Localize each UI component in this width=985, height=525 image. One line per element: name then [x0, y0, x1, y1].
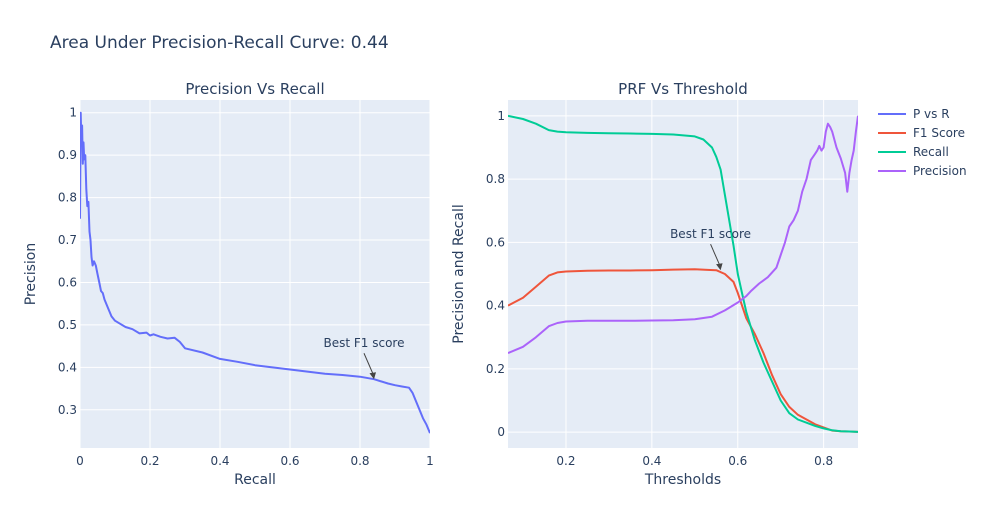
prf-subplot-title: PRF Vs Threshold: [618, 80, 748, 98]
prf-series-precision-line: [508, 115, 858, 355]
prf-plot-area: [508, 100, 858, 448]
prf-series-recall-line: [508, 114, 858, 433]
pr-plot-area: [80, 100, 430, 448]
prf-annotation-arrowhead: [716, 263, 723, 271]
prf-y-tick-label: 0.4: [486, 299, 505, 313]
pr-plot-group: 0 0.2 0.4 0.6 0.8 1 0.3 0.4 0.5 0.6 0.7 0.8 0.9 1 Prec…: [23, 80, 434, 488]
pr-x-tick-label: 1: [426, 454, 434, 468]
legend-label: P vs R: [913, 107, 950, 121]
prf-y-tick-label: 0: [497, 425, 505, 439]
legend-label: F1 Score: [913, 126, 965, 140]
prf-x-tick-label: 0.4: [642, 454, 661, 468]
pr-x-tick-label: 0.2: [140, 454, 159, 468]
legend-item-f1-score[interactable]: F1 Score: [878, 126, 965, 140]
pr-y-tick-label: 0.5: [58, 318, 77, 332]
prf-y-tick-label: 1: [497, 109, 505, 123]
pr-y-axis-title: Precision: [23, 243, 39, 305]
pr-x-axis-title: Recall: [234, 472, 276, 488]
prf-y-axis-title: Precision and Recall: [451, 204, 467, 343]
pr-subplot-title: Precision Vs Recall: [185, 80, 324, 98]
pr-y-tick-label: 0.7: [58, 233, 77, 247]
pr-x-tick-label: 0.8: [350, 454, 369, 468]
pr-annotation-arrow: [363, 353, 375, 377]
pr-y-tick-label: 0.8: [58, 191, 77, 205]
prf-series-f1-score-line: [508, 268, 858, 433]
pr-x-tick-label: 0.4: [210, 454, 229, 468]
pr-y-tick-label: 0.6: [58, 275, 77, 289]
pr-x-tick-label: 0.6: [280, 454, 299, 468]
prf-y-tick-label: 0.2: [486, 362, 505, 376]
prf-annotation-label: Best F1 score: [670, 227, 751, 241]
legend-item-p-vs-r[interactable]: P vs R: [878, 107, 950, 121]
prf-x-tick-label: 0.2: [556, 454, 575, 468]
pr-series-p-vs-r-line: [80, 111, 430, 434]
prf-y-tick-label: 0.6: [486, 235, 505, 249]
pr-x-tick-label: 0: [76, 454, 84, 468]
prf-annotation-arrow: [710, 244, 722, 268]
pr-y-tick-label: 0.3: [58, 403, 77, 417]
main-title: Area Under Precision-Recall Curve: 0.44: [50, 33, 389, 53]
legend-label: Recall: [913, 145, 949, 159]
pr-annotation-arrowhead: [369, 372, 376, 380]
legend-item-precision[interactable]: Precision: [878, 164, 967, 178]
prf-x-tick-label: 0.6: [728, 454, 747, 468]
prf-x-tick-label: 0.8: [814, 454, 833, 468]
legend: P vs R F1 Score Recall Precision: [878, 107, 967, 178]
pr-y-tick-label: 1: [69, 106, 77, 120]
pr-annotation-label: Best F1 score: [324, 336, 405, 350]
prf-plot-group: 0.2 0.4 0.6 0.8 0 0.2 0.4 0.6 0.8 1 PRF Vs Thresho…: [451, 80, 858, 488]
legend-label: Precision: [913, 164, 967, 178]
legend-item-recall[interactable]: Recall: [878, 145, 949, 159]
prf-y-tick-label: 0.8: [486, 172, 505, 186]
pr-y-tick-label: 0.9: [58, 148, 77, 162]
pr-y-tick-label: 0.4: [58, 360, 77, 374]
prf-x-axis-title: Thresholds: [644, 472, 721, 488]
